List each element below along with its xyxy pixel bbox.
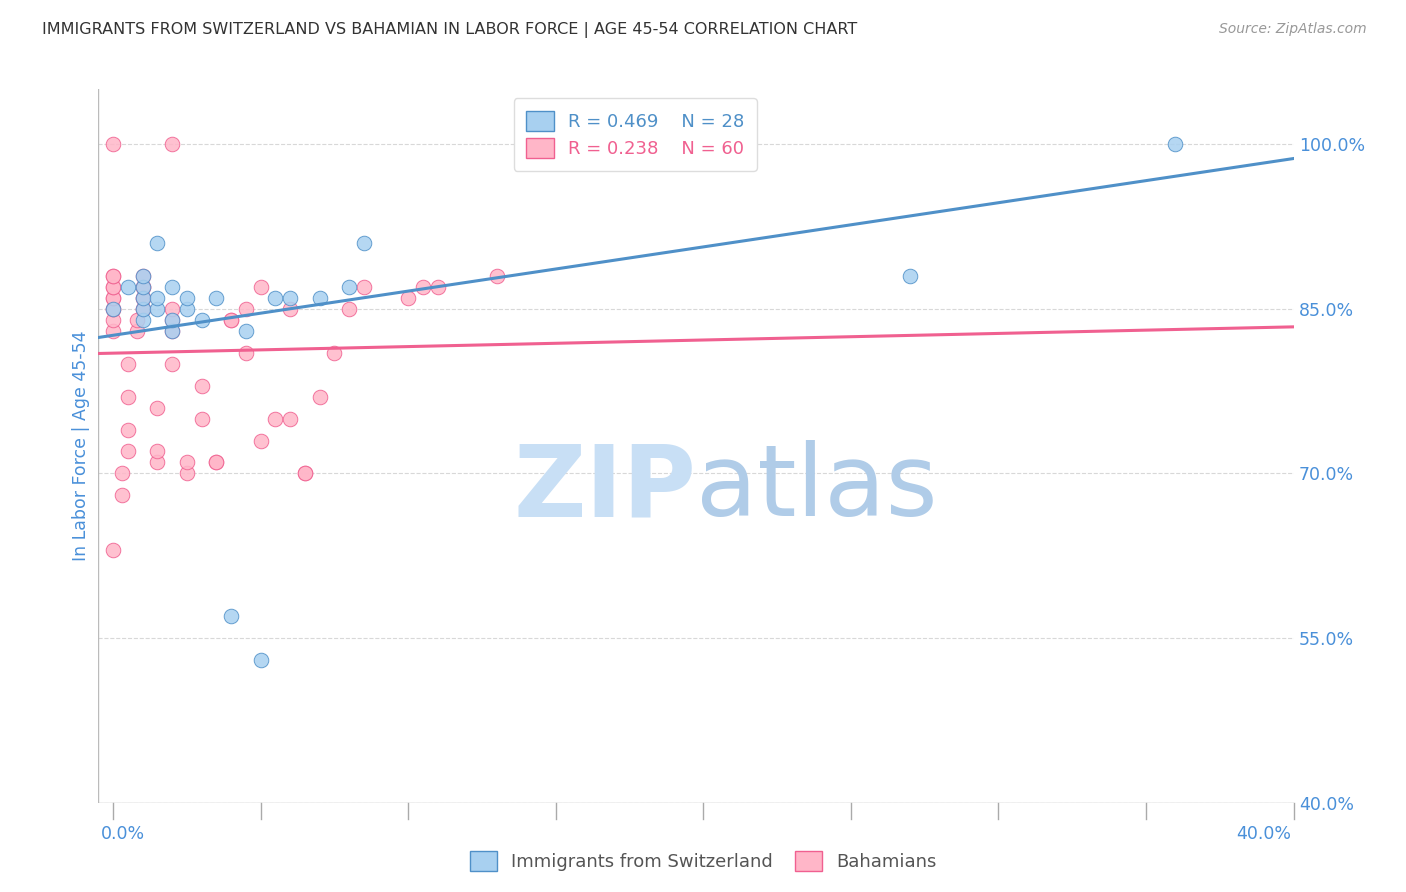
Point (117, 280, 139, 294)
Point (485, 268, 508, 283)
Point (323, 345, 346, 359)
Point (426, 280, 449, 294)
Point (117, 423, 139, 437)
Text: ZIP: ZIP (513, 441, 696, 537)
Point (125, 312, 148, 326)
Point (412, 280, 434, 294)
Point (146, 455, 169, 469)
Point (353, 235, 375, 250)
Point (101, 280, 124, 294)
Point (131, 280, 153, 294)
Point (131, 301, 153, 316)
Point (278, 291, 301, 305)
Point (337, 280, 360, 294)
Point (264, 411, 287, 425)
Point (131, 301, 153, 316)
Point (131, 291, 153, 305)
Text: Source: ZipAtlas.com: Source: ZipAtlas.com (1219, 22, 1367, 37)
Point (160, 280, 183, 294)
Point (131, 280, 153, 294)
Point (219, 312, 242, 326)
Point (131, 301, 153, 316)
Point (131, 280, 153, 294)
Point (101, 280, 124, 294)
Point (308, 291, 330, 305)
Point (278, 411, 301, 425)
Point (205, 455, 228, 469)
Point (249, 280, 271, 294)
Point (235, 301, 257, 316)
Point (219, 609, 242, 624)
Point (294, 467, 316, 481)
Point (205, 291, 228, 305)
Text: atlas: atlas (696, 441, 938, 537)
Point (1164, 137, 1187, 152)
Legend: Immigrants from Switzerland, Bahamians: Immigrants from Switzerland, Bahamians (463, 844, 943, 879)
Point (146, 444, 169, 458)
Point (101, 312, 124, 326)
Point (176, 301, 198, 316)
Point (396, 291, 419, 305)
Point (117, 444, 139, 458)
Point (101, 301, 124, 316)
Point (278, 301, 301, 316)
Point (101, 268, 124, 283)
Point (235, 345, 257, 359)
Point (101, 324, 124, 338)
Point (160, 324, 183, 338)
Point (160, 357, 183, 371)
Text: 40.0%: 40.0% (1236, 825, 1291, 843)
Point (235, 324, 257, 338)
Point (101, 137, 124, 152)
Point (176, 467, 198, 481)
Point (146, 401, 169, 415)
Point (111, 488, 134, 502)
Point (249, 434, 271, 448)
Point (190, 411, 212, 425)
Point (176, 455, 198, 469)
Point (160, 312, 183, 326)
Point (190, 312, 212, 326)
Point (101, 291, 124, 305)
Text: 0.0%: 0.0% (101, 825, 145, 843)
Point (101, 291, 124, 305)
Point (131, 268, 153, 283)
Point (898, 268, 921, 283)
Point (249, 653, 271, 667)
Point (294, 467, 316, 481)
Point (101, 301, 124, 316)
Point (101, 268, 124, 283)
Point (101, 301, 124, 316)
Point (190, 378, 212, 392)
Y-axis label: In Labor Force | Age 45-54: In Labor Force | Age 45-54 (72, 331, 90, 561)
Point (111, 467, 134, 481)
Point (146, 291, 169, 305)
Point (146, 235, 169, 250)
Point (160, 324, 183, 338)
Point (131, 291, 153, 305)
Point (146, 301, 169, 316)
Point (160, 137, 183, 152)
Point (337, 301, 360, 316)
Point (308, 390, 330, 404)
Point (117, 357, 139, 371)
Point (160, 301, 183, 316)
Point (662, 137, 685, 152)
Point (125, 324, 148, 338)
Text: IMMIGRANTS FROM SWITZERLAND VS BAHAMIAN IN LABOR FORCE | AGE 45-54 CORRELATION C: IMMIGRANTS FROM SWITZERLAND VS BAHAMIAN … (42, 22, 858, 38)
Point (205, 455, 228, 469)
Point (264, 291, 287, 305)
Point (219, 312, 242, 326)
Point (131, 291, 153, 305)
Point (101, 543, 124, 558)
Point (117, 390, 139, 404)
Point (131, 268, 153, 283)
Point (353, 280, 375, 294)
Point (176, 291, 198, 305)
Point (131, 312, 153, 326)
Point (160, 312, 183, 326)
Legend: R = 0.469    N = 28, R = 0.238    N = 60: R = 0.469 N = 28, R = 0.238 N = 60 (513, 98, 756, 170)
